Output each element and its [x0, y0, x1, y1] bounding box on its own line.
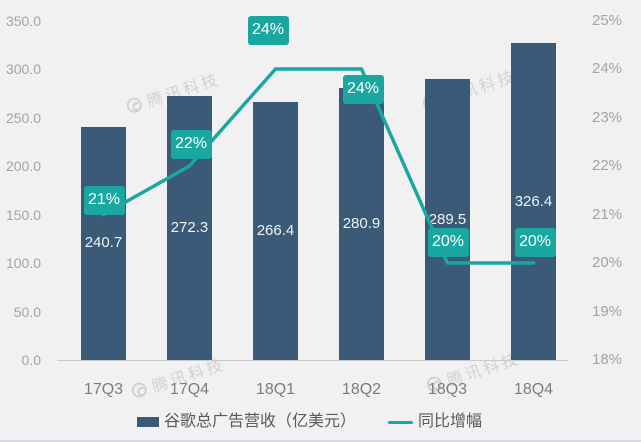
growth-percent-badge: 21%	[83, 185, 125, 215]
bar-value-label: 272.3	[170, 218, 209, 236]
growth-percent-badge: 20%	[427, 227, 469, 257]
y-axis-tick-label: 22%	[592, 157, 623, 174]
x-axis-label: 18Q3	[427, 381, 468, 398]
revenue-bar	[511, 43, 556, 360]
x-axis-label: 18Q4	[513, 381, 554, 398]
y-axis-tick-label: 200.0	[5, 158, 41, 174]
bar-value-label: 240.7	[84, 234, 123, 252]
revenue-bar	[339, 87, 384, 360]
bar-series-swatch	[137, 417, 159, 427]
y-axis-tick-label: 300.0	[5, 61, 41, 77]
legend-label-growth: 同比增幅	[418, 413, 483, 430]
y-axis-tick-label: 350.0	[5, 12, 41, 29]
bar-value-label: 266.4	[256, 221, 295, 239]
y-axis-tick-label: 21%	[592, 205, 623, 223]
y-axis-tick-label: 18%	[592, 351, 623, 368]
y-axis-tick-label: 50.0	[13, 303, 41, 320]
y-axis-tick-label: 19%	[592, 302, 623, 320]
y-axis-tick-label: 150.0	[5, 206, 41, 223]
x-axis-baseline	[57, 360, 568, 361]
legend: 谷歌总广告营收（亿美元） 同比增幅	[137, 412, 482, 432]
y-axis-tick-label: 20%	[592, 254, 623, 271]
growth-percent-badge: 22%	[170, 129, 212, 159]
growth-percent-badge: 24%	[247, 15, 289, 45]
y-axis-tick-label: 23%	[592, 108, 623, 126]
legend-label-revenue: 谷歌总广告营收（亿美元）	[164, 413, 357, 430]
y-axis-tick-label: 25%	[592, 11, 623, 29]
x-axis-label: 17Q4	[169, 381, 210, 398]
y-axis-tick-label: 0.0	[21, 352, 41, 368]
bar-value-label: 326.4	[514, 192, 553, 210]
revenue-bar	[253, 101, 298, 360]
legend-item-growth: 同比增幅	[388, 412, 482, 432]
y-axis-tick-label: 100.0	[5, 255, 41, 271]
x-axis-label: 17Q3	[83, 381, 124, 398]
revenue-bar	[425, 79, 470, 360]
x-axis-label: 18Q2	[341, 381, 382, 398]
growth-percent-badge: 24%	[342, 74, 384, 104]
revenue-bar	[81, 126, 126, 360]
x-axis-label: 18Q1	[255, 381, 296, 398]
y-axis-tick-label: 250.0	[5, 109, 41, 126]
growth-percent-badge: 20%	[514, 227, 556, 257]
growth-line-path	[101, 67, 536, 265]
legend-item-revenue: 谷歌总广告营收（亿美元）	[137, 412, 356, 432]
line-series-swatch	[388, 420, 414, 424]
bar-value-label: 289.5	[428, 210, 467, 228]
y-axis-tick-label: 24%	[592, 60, 623, 77]
bar-value-label: 280.9	[342, 214, 381, 232]
